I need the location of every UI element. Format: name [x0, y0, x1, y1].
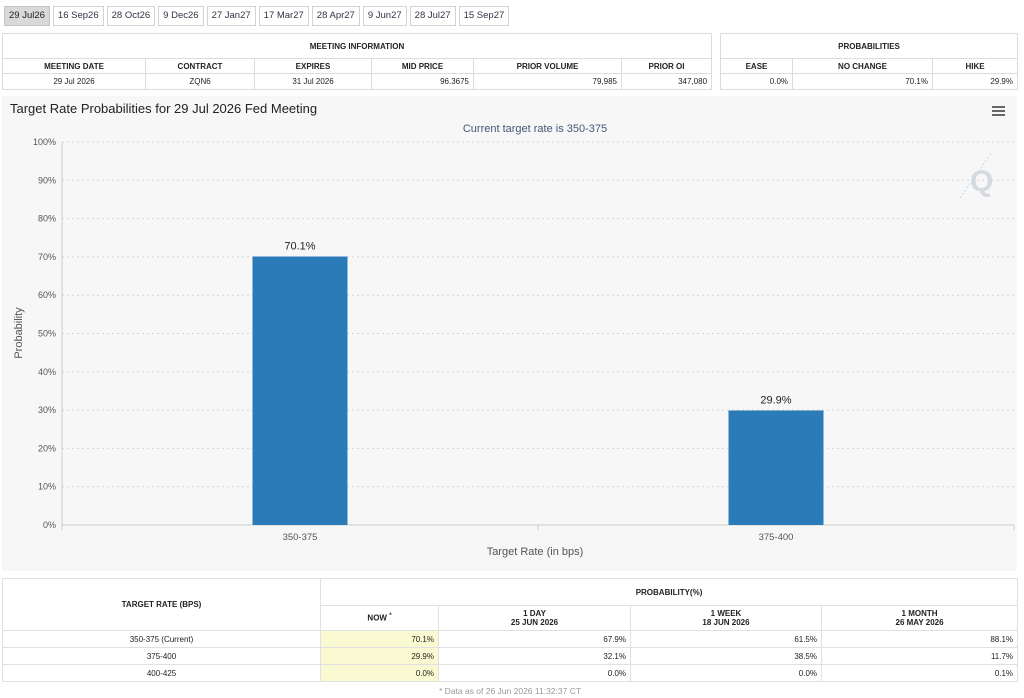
rate-cell: 400-425: [2, 664, 321, 682]
one-day-label: 1 DAY: [523, 609, 546, 618]
meeting-tab[interactable]: 28 Oct26: [106, 6, 156, 26]
hike-header: HIKE: [932, 58, 1018, 74]
target-rate-header: TARGET RATE (BPS): [2, 578, 321, 631]
ease-header: EASE: [720, 58, 793, 74]
rate-row: 375-400 29.9% 32.1% 38.5% 11.7%: [2, 647, 1019, 665]
probability-group-header: PROBABILITY(%): [319, 578, 1019, 606]
mid-price-value: 96.3675: [371, 73, 474, 90]
meeting-tab[interactable]: 9 Jun27: [362, 6, 407, 26]
meeting-information-title: MEETING INFORMATION: [1, 33, 713, 59]
probability-cell: 88.1%: [820, 630, 1019, 648]
prior-oi-header: PRIOR OI: [620, 58, 713, 74]
meeting-date-value: 29 Jul 2026: [2, 73, 146, 90]
x-axis-label: Target Rate (in bps): [487, 546, 584, 558]
y-tick-label: 40%: [38, 367, 56, 377]
probabilities-table: PROBABILITIES EASE NO CHANGE HIKE 0.0% 7…: [720, 33, 1018, 90]
probability-cell: 0.0%: [630, 664, 822, 682]
rate-cell: 375-400: [2, 647, 321, 665]
now-header-label: NOW: [367, 613, 387, 623]
meeting-tab[interactable]: 27 Jan27: [206, 6, 256, 26]
prior-volume-value: 79,985: [473, 73, 622, 90]
y-tick-label: 30%: [38, 405, 56, 415]
x-tick-label: 375-400: [759, 532, 794, 543]
bar: [252, 256, 348, 525]
mid-price-header: MID PRICE: [371, 58, 474, 74]
y-tick-label: 70%: [38, 252, 56, 262]
probability-cell: 0.0%: [320, 664, 439, 682]
y-axis-label: Probability: [13, 307, 25, 359]
rate-cell: 350-375 (Current): [2, 630, 321, 648]
meeting-tab[interactable]: 28 Apr27: [311, 6, 360, 26]
expires-header: EXPIRES: [254, 58, 372, 74]
probability-cell: 0.1%: [820, 664, 1019, 682]
hike-value: 29.9%: [932, 73, 1018, 90]
no-change-value: 70.1%: [792, 73, 933, 90]
bar-data-label: 29.9%: [760, 394, 791, 406]
prior-oi-value: 347,080: [620, 73, 713, 90]
now-asterisk: *: [389, 613, 392, 620]
contract-header: CONTRACT: [145, 58, 255, 74]
prior-volume-header: PRIOR VOLUME: [473, 58, 622, 74]
meeting-tab[interactable]: 29 Jul26: [4, 6, 50, 26]
y-tick-label: 20%: [38, 443, 56, 453]
one-day-date: 25 JUN 2026: [510, 618, 559, 627]
y-tick-label: 100%: [33, 137, 56, 147]
x-tick-label: 350-375: [283, 532, 318, 543]
one-month-date: 26 MAY 2026: [895, 618, 944, 627]
meeting-tab[interactable]: 9 Dec26: [158, 6, 204, 26]
one-week-label: 1 WEEK: [710, 609, 742, 618]
meeting-tab[interactable]: 16 Sep26: [52, 6, 104, 26]
hamburger-menu-icon[interactable]: [989, 104, 1009, 120]
contract-value: ZQN6: [145, 73, 255, 90]
one-week-date: 18 JUN 2026: [702, 618, 750, 627]
one-week-header: 1 WEEK 18 JUN 2026: [630, 605, 822, 631]
probabilities-title: PROBABILITIES: [720, 33, 1018, 59]
rate-row: 350-375 (Current) 70.1% 67.9% 61.5% 88.1%: [2, 630, 1019, 648]
one-day-header: 1 DAY 25 JUN 2026: [438, 605, 631, 631]
q-logo-icon: Q: [959, 151, 993, 199]
rate-row: 400-425 0.0% 0.0% 0.0% 0.1%: [2, 664, 1019, 682]
y-tick-label: 0%: [43, 520, 56, 530]
meeting-date-header: MEETING DATE: [2, 58, 146, 74]
meeting-date-tabs: 29 Jul26 16 Sep26 28 Oct26 9 Dec26 27 Jan27 1…: [4, 6, 510, 26]
y-tick-label: 10%: [38, 482, 56, 492]
target-rate-probability-table: TARGET RATE (BPS) PROBABILITY(%) NOW * 1…: [2, 578, 1019, 682]
meeting-tab[interactable]: 15 Sep27: [458, 6, 510, 26]
bar-data-label: 70.1%: [284, 241, 315, 253]
meeting-tab[interactable]: 17 Mar27: [258, 6, 309, 26]
probability-cell: 67.9%: [438, 630, 631, 648]
expires-value: 31 Jul 2026: [254, 73, 372, 90]
bar: [728, 410, 824, 525]
probability-chart: Target Rate Probabilities for 29 Jul 202…: [10, 101, 1015, 558]
now-header: NOW *: [320, 605, 439, 631]
probability-cell: 29.9%: [320, 647, 439, 665]
data-timestamp-footnote: * Data as of 26 Jun 2026 11:32:37 CT: [438, 686, 582, 696]
ease-value: 0.0%: [720, 73, 793, 90]
one-month-header: 1 MONTH 26 MAY 2026: [820, 605, 1019, 631]
probability-cell: 61.5%: [630, 630, 822, 648]
chart-subtitle: Current target rate is 350-375: [463, 123, 607, 135]
probability-cell: 38.5%: [630, 647, 822, 665]
y-tick-label: 90%: [38, 175, 56, 185]
probability-chart-panel: Target Rate Probabilities for 29 Jul 202…: [2, 96, 1017, 571]
probability-cell: 0.0%: [438, 664, 631, 682]
y-tick-label: 80%: [38, 214, 56, 224]
one-month-label: 1 MONTH: [901, 609, 938, 618]
chart-title: Target Rate Probabilities for 29 Jul 202…: [10, 101, 317, 116]
probability-cell: 32.1%: [438, 647, 631, 665]
y-tick-label: 50%: [38, 329, 56, 339]
probability-cell: 70.1%: [320, 630, 439, 648]
meeting-information-table: MEETING INFORMATION MEETING DATE CONTRAC…: [1, 33, 713, 90]
probability-cell: 11.7%: [820, 647, 1019, 665]
no-change-header: NO CHANGE: [792, 58, 933, 74]
svg-text:Q: Q: [970, 165, 993, 198]
y-tick-label: 60%: [38, 290, 56, 300]
meeting-tab[interactable]: 28 Jul27: [409, 6, 456, 26]
